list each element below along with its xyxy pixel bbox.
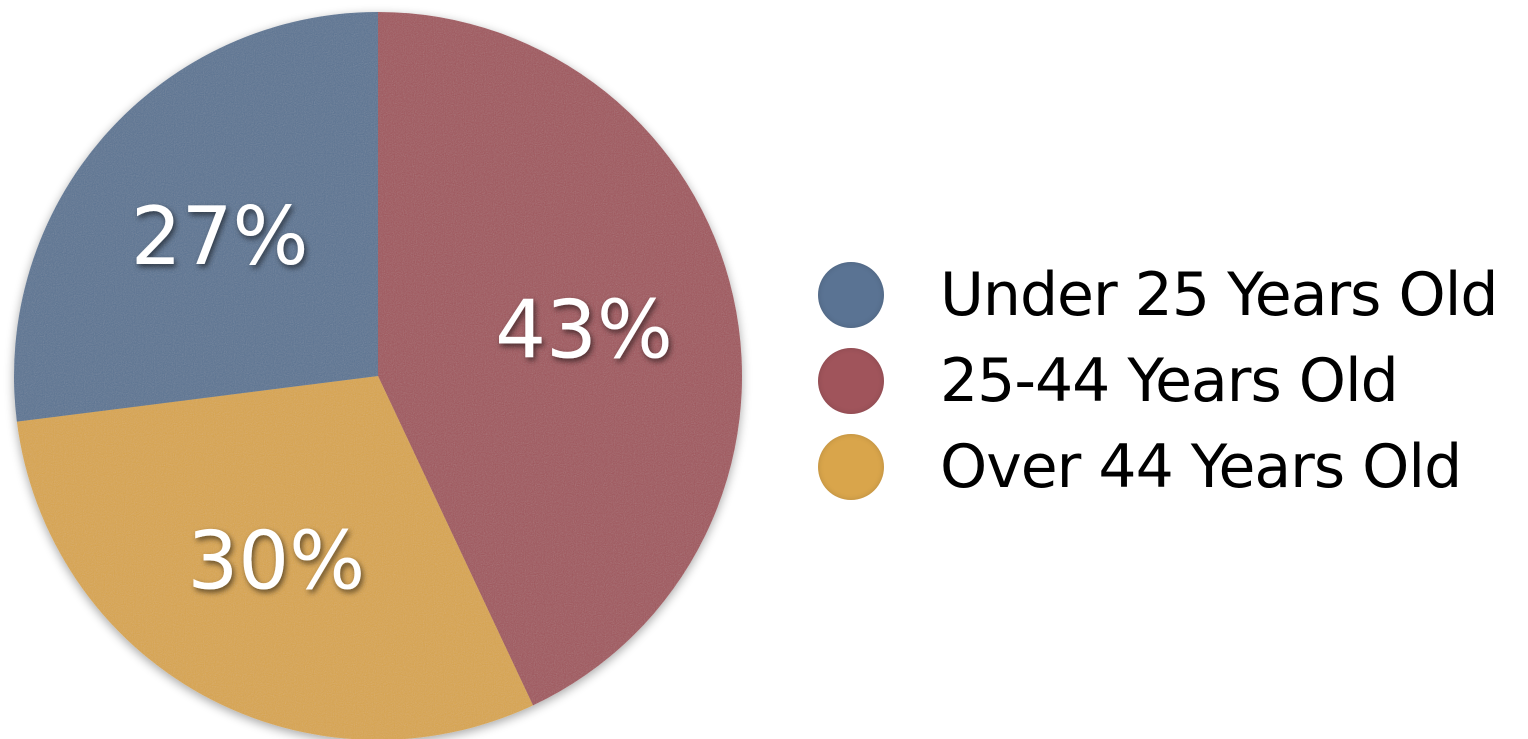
pie-slice-2: [13, 12, 378, 422]
pie-slice-label-1: 30%: [187, 515, 365, 608]
legend: Under 25 Years Old 25-44 Years Old Over 44…: [818, 252, 1498, 510]
legend-swatch-0: [818, 262, 884, 328]
pie-slice-label-0: 43%: [495, 283, 673, 376]
pie-slice-0: [378, 12, 742, 706]
legend-label-0: Under 25 Years Old: [940, 260, 1498, 330]
legend-label-2: Over 44 Years Old: [940, 432, 1462, 502]
legend-item-2: Over 44 Years Old: [818, 424, 1497, 510]
legend-label-1: 25-44 Years Old: [940, 346, 1399, 416]
legend-swatch-1: [818, 348, 884, 414]
pie-slice-1: [16, 376, 533, 739]
legend-item-0: Under 25 Years Old: [818, 252, 1498, 338]
legend-item-1: 25-44 Years Old: [818, 338, 1497, 424]
legend-swatch-2: [818, 434, 884, 500]
pie-labels: 43% 30% 27%: [131, 190, 673, 608]
pie-slices: [13, 12, 742, 739]
pie-slice-label-2: 27%: [131, 190, 309, 283]
